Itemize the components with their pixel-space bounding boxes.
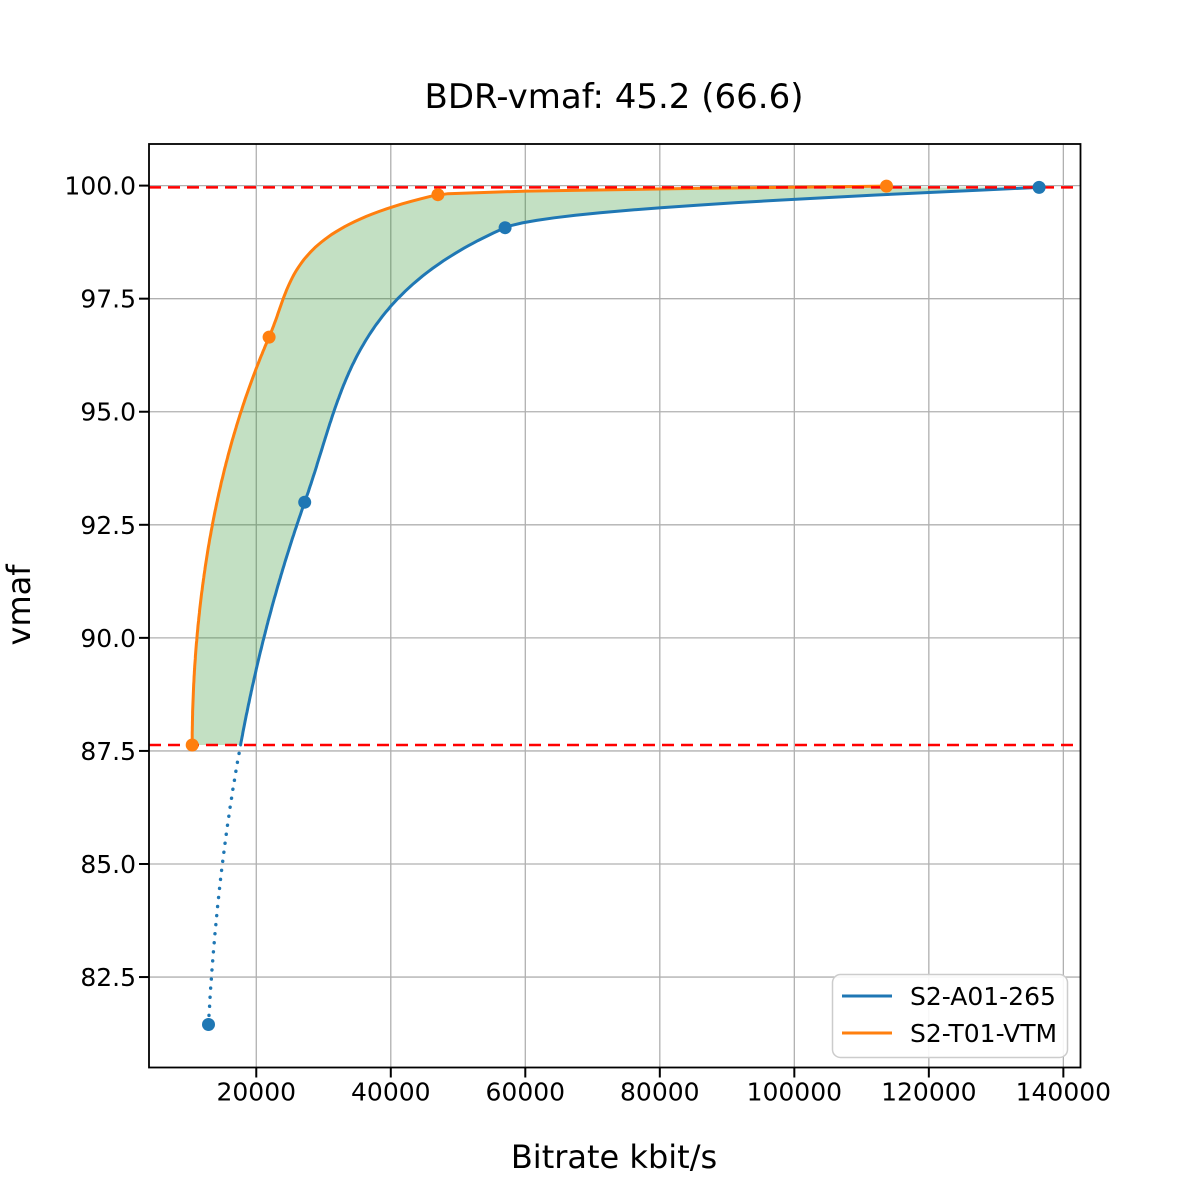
data-point-s2-a01-265 — [1032, 180, 1046, 194]
plot-border — [148, 143, 1082, 1069]
gridlines — [149, 144, 1081, 1068]
data-point-s2-a01-265 — [298, 495, 312, 509]
y-tick-label: 82.5 — [80, 963, 136, 992]
data-point-s2-a01-265 — [498, 221, 512, 235]
legend-label-s2-t01-vtm: S2-T01-VTM — [910, 1019, 1057, 1048]
x-tick-label: 120000 — [881, 1078, 976, 1107]
x-tick-label: 40000 — [351, 1078, 431, 1107]
y-tick-label: 100.0 — [64, 172, 136, 201]
bd-area-polygon — [192, 187, 1040, 745]
data-point-s2-t01-vtm — [431, 188, 445, 202]
data-point-s2-t01-vtm — [185, 738, 199, 752]
integration-limit-lines — [149, 186, 1081, 747]
axis-ticks: 20000 40000 60000 80000 100000 120000 140000 82… — [64, 172, 1111, 1107]
legend-label-s2-a01-265: S2-A01-265 — [910, 982, 1056, 1011]
y-tick-label: 92.5 — [80, 511, 136, 540]
y-tick-label: 97.5 — [80, 285, 136, 314]
curve-s2-a01-265-dotted-tail — [206, 743, 243, 1027]
curve-s2-t01-vtm — [190, 184, 888, 747]
x-tick-label: 80000 — [620, 1078, 700, 1107]
x-tick-label: 20000 — [217, 1078, 297, 1107]
y-tick-label: 95.0 — [80, 398, 136, 427]
x-tick-label: 60000 — [486, 1078, 566, 1107]
rd-curves — [190, 184, 1041, 1027]
bd-shaded-area — [192, 187, 1040, 745]
data-point-markers — [185, 179, 1046, 1031]
data-point-s2-t01-vtm — [262, 330, 276, 344]
y-tick-label: 85.0 — [80, 850, 136, 879]
y-tick-label: 90.0 — [80, 624, 136, 653]
data-point-s2-t01-vtm — [880, 179, 893, 193]
y-tick-label: 87.5 — [80, 737, 136, 766]
x-axis-label: Bitrate kbit/s — [511, 1138, 717, 1176]
y-axis-label: vmaf — [0, 564, 38, 646]
legend: S2-A01-265 S2-T01-VTM — [831, 973, 1069, 1059]
curve-s2-a01-265 — [239, 185, 1041, 747]
x-tick-label: 100000 — [747, 1078, 842, 1107]
chart-title: BDR-vmaf: 45.2 (66.6) — [425, 77, 804, 117]
data-point-s2-a01-265 — [202, 1018, 215, 1031]
x-tick-label: 140000 — [1016, 1078, 1111, 1107]
